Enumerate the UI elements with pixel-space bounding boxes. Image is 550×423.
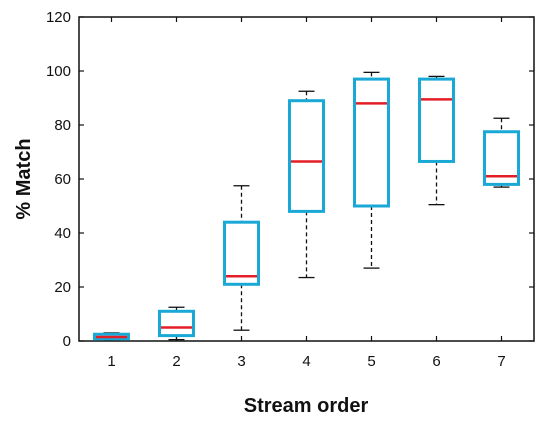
box-1 xyxy=(93,332,130,341)
x-axis: 1 2 3 4 5 6 7 xyxy=(107,17,506,370)
box-3 xyxy=(223,185,260,331)
y-tick-label: 120 xyxy=(46,9,71,26)
iqr-box xyxy=(288,99,325,213)
x-tick-label: 1 xyxy=(107,353,115,370)
y-axis-title: % Match xyxy=(13,138,35,219)
iqr-box xyxy=(483,130,520,186)
x-axis-title: Stream order xyxy=(244,395,369,417)
x-tick-label: 2 xyxy=(172,353,180,370)
iqr-box xyxy=(418,77,455,163)
iqr-box xyxy=(223,220,260,286)
box-7 xyxy=(483,117,520,188)
y-tick-label: 20 xyxy=(54,279,71,296)
y-tick-label: 40 xyxy=(54,225,71,242)
y-tick-label: 100 xyxy=(46,63,71,80)
x-tick-label: 4 xyxy=(302,353,310,370)
box-6 xyxy=(418,75,455,206)
x-tick-label: 6 xyxy=(432,353,440,370)
plot-frame xyxy=(78,16,535,342)
x-tick-label: 7 xyxy=(497,353,505,370)
iqr-box xyxy=(158,309,195,338)
x-tick-label: 5 xyxy=(367,353,375,370)
box-2 xyxy=(158,306,195,341)
y-tick-label: 60 xyxy=(54,171,71,188)
y-tick-label: 80 xyxy=(54,117,71,134)
iqr-box xyxy=(93,332,130,341)
iqr-box xyxy=(353,77,390,208)
box-5 xyxy=(353,71,390,269)
y-axis: 0 20 40 60 80 100 120 xyxy=(46,9,534,350)
x-tick-label: 3 xyxy=(237,353,245,370)
y-tick-label: 0 xyxy=(63,333,71,350)
box-4 xyxy=(288,90,325,279)
boxes-layer xyxy=(93,71,520,341)
